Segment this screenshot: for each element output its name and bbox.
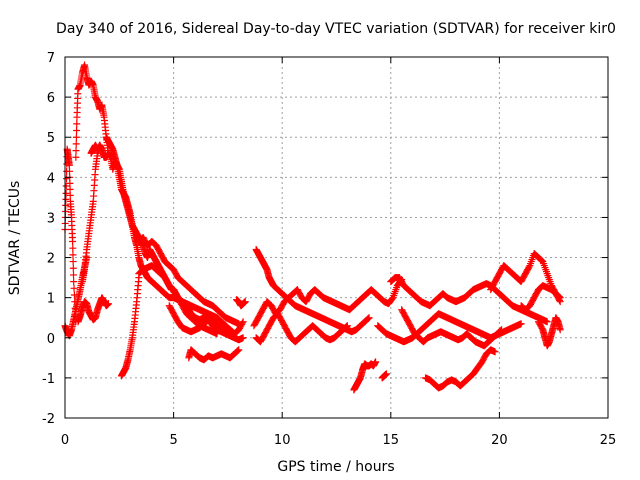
data-point: [72, 153, 80, 161]
series-track-v: [422, 346, 499, 392]
data-point: [73, 120, 81, 128]
series-track-y: [534, 314, 564, 350]
x-tick-label: 25: [600, 433, 617, 448]
data-point: [343, 322, 351, 330]
series-track-k: [165, 302, 247, 344]
data-point: [66, 185, 74, 193]
data-point: [491, 348, 499, 356]
y-tick-label: 7: [47, 51, 55, 66]
series-track-h: [117, 274, 143, 380]
x-tick-label: 5: [169, 433, 177, 448]
data-point: [234, 346, 242, 354]
series-track-p: [252, 310, 351, 346]
data-point: [342, 323, 350, 331]
data-point: [72, 147, 80, 155]
data-point: [498, 326, 506, 334]
data-point: [66, 179, 74, 187]
data-point: [364, 315, 372, 323]
series-track-i: [135, 234, 243, 328]
chart-title: Day 340 of 2016, Sidereal Day-to-day VTE…: [56, 21, 616, 37]
series-track-j: [135, 262, 221, 338]
data-point: [233, 347, 241, 355]
data-point: [555, 293, 563, 301]
series-track-s: [374, 310, 525, 346]
y-tick-label: 3: [47, 211, 55, 226]
data-point: [235, 346, 243, 354]
data-point: [69, 244, 77, 252]
tick-layer: 0 5 10 15 20 25 -2 -1 0 1 2 3 4 5 6 7: [42, 51, 616, 448]
x-tick-label: 10: [274, 433, 291, 448]
data-point: [104, 300, 112, 308]
data-point: [70, 278, 78, 286]
data-point: [382, 370, 390, 378]
x-tick-label: 15: [383, 433, 400, 448]
data-point: [239, 318, 247, 326]
series-track-w: [487, 250, 564, 306]
y-tick-label: 4: [47, 171, 55, 186]
data-point: [69, 238, 77, 246]
data-point: [73, 127, 81, 135]
series-track-d: [74, 294, 112, 326]
data-point: [343, 322, 351, 330]
x-tick-label: 20: [491, 433, 508, 448]
data-point: [62, 195, 70, 203]
data-layer: [61, 61, 564, 394]
data-point: [497, 326, 505, 334]
data-point: [556, 294, 564, 302]
y-tick-label: 0: [47, 332, 55, 347]
x-axis-title: GPS time / hours: [277, 459, 394, 475]
data-point: [65, 161, 73, 169]
data-point: [66, 167, 74, 175]
data-point: [69, 264, 77, 272]
y-tick-label: 2: [47, 252, 55, 267]
data-point: [62, 201, 70, 209]
data-point: [543, 318, 551, 326]
data-point: [70, 271, 78, 279]
y-axis-title: SDTVAR / TECUs: [7, 181, 23, 296]
series-track-q: [350, 358, 380, 394]
data-point: [70, 284, 78, 292]
data-point: [62, 189, 70, 197]
data-point: [235, 320, 243, 328]
data-point: [517, 320, 525, 328]
data-point: [69, 258, 77, 266]
y-tick-label: -2: [42, 412, 55, 427]
series-track-r: [378, 370, 390, 382]
data-point: [365, 314, 373, 322]
data-point: [72, 133, 80, 141]
data-point: [62, 182, 70, 190]
y-tick-label: -1: [42, 372, 55, 387]
data-point: [525, 263, 533, 271]
y-tick-label: 1: [47, 292, 55, 307]
data-point: [66, 191, 74, 199]
series-track-x: [517, 282, 564, 314]
series-track-c: [72, 61, 112, 161]
data-point: [62, 175, 70, 183]
data-point: [239, 334, 247, 342]
data-point: [72, 140, 80, 148]
data-point: [364, 314, 372, 322]
series-track-o: [250, 276, 406, 330]
plot-frame: [64, 56, 609, 419]
data-point: [388, 295, 396, 303]
series-track-n: [252, 246, 373, 336]
data-point: [372, 358, 380, 366]
series-track-u: [398, 306, 506, 350]
data-point: [555, 292, 563, 300]
data-point: [496, 327, 504, 335]
data-point: [241, 298, 249, 306]
data-point: [69, 251, 77, 259]
data-point: [62, 207, 70, 215]
data-point: [556, 326, 564, 334]
series-track-m: [233, 296, 249, 310]
series-track-l: [185, 346, 243, 364]
x-tick-label: 0: [61, 433, 69, 448]
y-tick-label: 5: [47, 131, 55, 146]
y-tick-label: 6: [47, 91, 55, 106]
